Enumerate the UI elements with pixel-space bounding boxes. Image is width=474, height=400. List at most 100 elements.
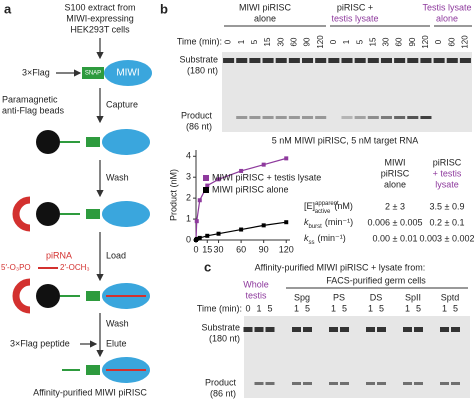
band bbox=[377, 382, 386, 385]
y-tick-label: 1 bbox=[186, 213, 191, 223]
band bbox=[366, 382, 375, 385]
beads: Paramagnetic bbox=[2, 94, 58, 104]
x-tick-label: 90 bbox=[259, 244, 269, 254]
caption: 5 nM MIWI piRISC, 5 nM target RNA bbox=[272, 135, 419, 145]
whole: Whole bbox=[243, 279, 269, 289]
peptide: 3×Flag peptide bbox=[10, 338, 70, 348]
protein: MIWI bbox=[116, 68, 139, 79]
row-label-part: (nM) bbox=[334, 201, 353, 211]
lane-time: 0 bbox=[224, 39, 233, 44]
product: Product bbox=[205, 377, 237, 387]
band bbox=[340, 327, 349, 332]
y-tick-label: 3 bbox=[186, 172, 191, 182]
lane-time: 90 bbox=[303, 37, 312, 46]
row-label-part: k bbox=[304, 217, 309, 227]
header: Testis lysate bbox=[422, 2, 471, 12]
band bbox=[403, 327, 412, 332]
band bbox=[420, 58, 432, 63]
point bbox=[216, 231, 221, 236]
group-label: SpII bbox=[405, 292, 421, 302]
cell: 0.006 ± 0.005 bbox=[368, 217, 423, 227]
product: Product bbox=[181, 110, 213, 120]
row-label: kss (min⁻¹) bbox=[304, 233, 346, 245]
y-tick-label: 2 bbox=[186, 193, 191, 203]
point bbox=[205, 183, 210, 188]
snap: SNAP bbox=[85, 71, 101, 77]
band bbox=[377, 327, 386, 332]
band bbox=[262, 116, 274, 119]
pirna-3: 2′-OCH₃ bbox=[60, 263, 90, 272]
legend-swatch bbox=[203, 175, 209, 181]
lane-time: 1 bbox=[331, 303, 336, 313]
x-tick-label: 60 bbox=[236, 244, 246, 254]
panel-c: c Affinity-purified MIWI piRISC + lysate… bbox=[197, 259, 470, 398]
band bbox=[414, 327, 423, 332]
lane-time: 1 bbox=[294, 303, 299, 313]
band bbox=[446, 58, 458, 63]
lane-time: 30 bbox=[276, 37, 285, 46]
time-label: Time (min): bbox=[177, 36, 222, 46]
lane-time: 60 bbox=[447, 37, 456, 46]
band bbox=[380, 116, 392, 119]
lane-time: 0 bbox=[434, 39, 443, 44]
band bbox=[315, 58, 327, 63]
product-size: (86 nt) bbox=[186, 121, 212, 131]
band bbox=[451, 382, 460, 385]
cell: 0.003 ± 0.002 bbox=[420, 233, 474, 243]
row-label-part: burst bbox=[309, 224, 323, 230]
band bbox=[236, 58, 248, 63]
band bbox=[275, 116, 287, 119]
column-header: alone bbox=[384, 179, 406, 189]
y-tick-label: 0 bbox=[186, 234, 191, 244]
point bbox=[205, 233, 210, 238]
band bbox=[403, 382, 412, 385]
source: HEK293T cells bbox=[70, 24, 130, 34]
lane-time: 1 bbox=[256, 303, 261, 313]
point bbox=[284, 220, 289, 225]
band bbox=[329, 327, 338, 332]
lane-time: 5 bbox=[342, 303, 347, 313]
band bbox=[292, 327, 301, 332]
band bbox=[236, 116, 248, 119]
cell: 0.00 ± 0.01 bbox=[373, 233, 418, 243]
substrate-size: (180 nt) bbox=[187, 65, 218, 75]
lane-time: 120 bbox=[461, 35, 470, 49]
cell: 3.5 ± 0.9 bbox=[430, 201, 465, 211]
band bbox=[407, 58, 419, 63]
complex bbox=[12, 278, 150, 314]
miwi bbox=[104, 60, 152, 86]
step: Wash bbox=[106, 172, 129, 182]
pirna-5: 5′-O₃PO bbox=[1, 263, 31, 272]
cell: 2 ± 3 bbox=[385, 201, 405, 211]
group-label: PS bbox=[333, 292, 345, 302]
band bbox=[302, 58, 314, 63]
cell: 0.2 ± 0.1 bbox=[430, 217, 465, 227]
substrate: Substrate bbox=[179, 54, 218, 64]
lane-time: 1 bbox=[368, 303, 373, 313]
band bbox=[367, 58, 379, 63]
lane-time: 1 bbox=[237, 39, 246, 44]
step: Elute bbox=[106, 338, 127, 348]
point bbox=[239, 168, 244, 173]
pirna: piRNA bbox=[46, 250, 72, 260]
band bbox=[414, 382, 423, 385]
row-label-part: (min⁻¹) bbox=[318, 233, 346, 243]
legend-swatch bbox=[203, 187, 209, 193]
lane-time: 1 bbox=[442, 303, 447, 313]
band bbox=[303, 327, 312, 332]
band bbox=[366, 327, 375, 332]
facs: FACS-purified germ cells bbox=[326, 275, 426, 285]
band bbox=[394, 116, 406, 119]
band bbox=[302, 116, 314, 119]
band bbox=[451, 327, 460, 332]
row-label-part: apparent bbox=[315, 201, 339, 207]
x-tick-label: 120 bbox=[279, 244, 294, 254]
point bbox=[197, 235, 202, 240]
header: MIWI piRISC bbox=[239, 2, 292, 12]
lane-time: 60 bbox=[395, 37, 404, 46]
x-tick-label: 15 bbox=[202, 244, 212, 254]
whole: testis bbox=[245, 290, 267, 300]
panel-label: c bbox=[204, 259, 211, 274]
panel-label: b bbox=[160, 1, 168, 16]
legend-label: MIWI piRISC alone bbox=[212, 184, 289, 194]
